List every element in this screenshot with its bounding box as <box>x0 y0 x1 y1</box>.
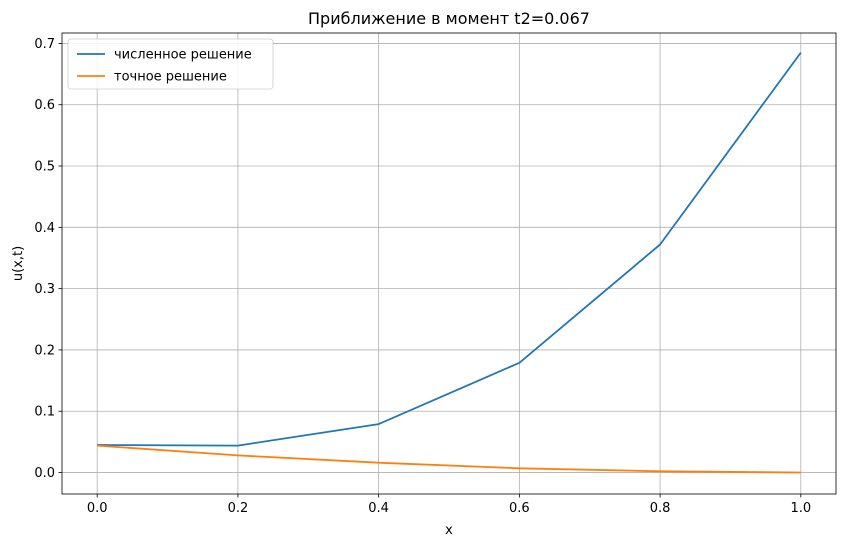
series-line-1 <box>97 52 802 447</box>
x-tick-label: 1.0 <box>790 501 811 516</box>
chart-title: Приближение в момент t2=0.067 <box>308 9 590 28</box>
y-tick-label: 0.0 <box>34 466 55 481</box>
y-tick-label: 0.1 <box>34 405 55 420</box>
series-line-2 <box>97 444 801 474</box>
legend-label: численное решение <box>114 48 252 63</box>
series-lines <box>97 52 802 474</box>
x-tick-label: 0.8 <box>650 501 671 516</box>
y-axis-ticks: 0.0 0.1 0.2 0.3 0.4 0.5 0.6 0.7 <box>34 37 62 481</box>
x-tick-label: 0.4 <box>368 501 389 516</box>
legend-box <box>67 38 274 90</box>
grid <box>62 33 836 494</box>
y-tick-label: 0.3 <box>34 282 55 297</box>
legend-label: точное решение <box>114 70 227 85</box>
plot-frame <box>61 32 837 495</box>
x-axis-label: x <box>445 523 453 538</box>
x-tick-label: 0.6 <box>509 501 530 516</box>
y-tick-label: 0.7 <box>34 37 55 52</box>
x-tick-label: 0.0 <box>87 501 108 516</box>
y-tick-label: 0.2 <box>34 343 55 358</box>
y-axis-label: u(x,t) <box>11 246 26 281</box>
y-tick-label: 0.4 <box>34 221 55 236</box>
y-tick-label: 0.6 <box>34 98 55 113</box>
legend: численное решение точное решение <box>67 38 274 90</box>
y-tick-label: 0.5 <box>34 160 55 175</box>
x-tick-label: 0.2 <box>228 501 249 516</box>
x-axis-ticks: 0.0 0.2 0.4 0.6 0.8 1.0 <box>87 494 811 516</box>
